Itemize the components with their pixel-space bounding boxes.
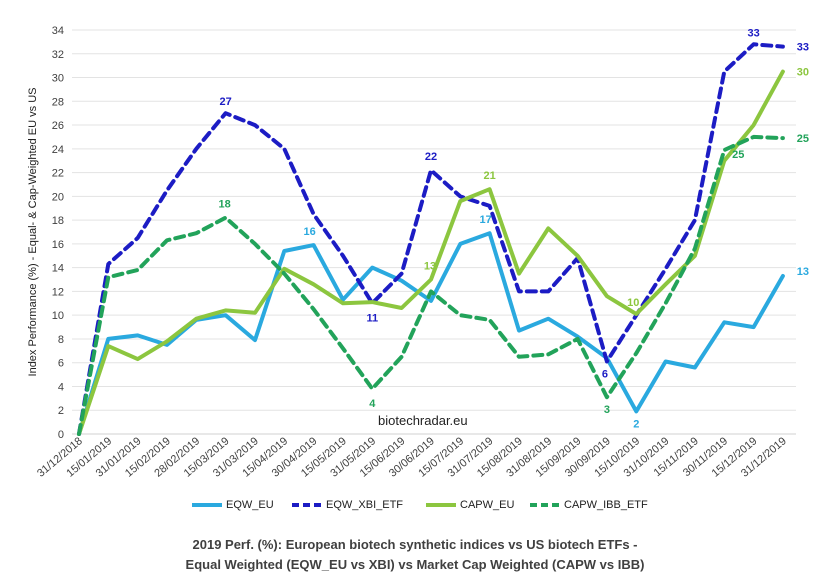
y-tick-label: 28: [52, 96, 64, 108]
legend-label: EQW_EU: [226, 499, 274, 511]
data-label: 6: [602, 369, 608, 381]
data-label: 16: [304, 226, 316, 238]
data-label: 22: [425, 151, 437, 163]
legend-item-capw-eu: CAPW_EU: [426, 496, 514, 514]
data-label: 21: [483, 170, 495, 182]
data-label: 18: [219, 199, 231, 211]
data-label: 33: [747, 27, 759, 39]
y-tick-label: 14: [52, 263, 64, 275]
y-tick-label: 24: [52, 144, 64, 156]
y-gridlines: [72, 29, 796, 411]
watermark-text: biotechradar.eu: [378, 413, 468, 428]
legend-label: EQW_XBI_ETF: [326, 499, 404, 511]
y-tick-label: 2: [58, 405, 64, 417]
series-line-capw-eu: [77, 69, 785, 436]
y-tick-label: 26: [52, 120, 64, 132]
chart-title-line-1: 2019 Perf. (%): European biotech synthet…: [192, 537, 638, 552]
y-tick-label: 22: [52, 168, 64, 180]
chart-title-line-2: Equal Weighted (EQW_EU vs XBI) vs Market…: [185, 557, 645, 572]
legend-item-capw-ibb: CAPW_IBB_ETF: [530, 496, 648, 514]
y-axis-label: Index Performance (%) - Equal- & Cap-Wei…: [27, 88, 39, 377]
y-tick-label: 0: [58, 429, 64, 441]
data-label: 2: [633, 418, 639, 430]
data-label: 30: [797, 67, 809, 79]
data-labels: 27 11 22 6 33 33 16 17 2 13 13 21 10 30 18 4 3 25 25: [219, 27, 810, 430]
y-tick-label: 30: [52, 73, 64, 85]
data-label: 25: [732, 149, 744, 161]
data-label: 3: [604, 404, 610, 416]
y-tick-label: 8: [58, 334, 64, 346]
legend-swatch: [426, 503, 456, 507]
y-tick-label: 32: [52, 49, 64, 61]
legend-item-eqw-xbi: EQW_XBI_ETF: [292, 496, 403, 514]
x-tick-labels: 31/12/201815/01/201931/01/201915/02/2019…: [35, 435, 789, 480]
data-label: 17: [479, 214, 491, 226]
y-tick-label: 34: [52, 25, 64, 37]
legend-item-eqw-eu: EQW_EU: [192, 496, 274, 514]
data-label: 10: [627, 297, 639, 309]
legend-swatch: [192, 503, 222, 507]
y-tick-label: 10: [52, 310, 64, 322]
data-label: 25: [797, 133, 809, 145]
y-tick-label: 4: [58, 381, 64, 393]
legend-label: CAPW_IBB_ETF: [564, 499, 648, 511]
data-label: 13: [797, 266, 809, 278]
y-tick-label: 20: [52, 191, 64, 203]
series-line-capw-ibb-etf: [77, 134, 785, 436]
data-label: 13: [424, 261, 436, 273]
series-lines: [77, 42, 785, 436]
series-line-eqw-xbi-etf: [77, 42, 785, 436]
y-tick-label: 12: [52, 286, 64, 298]
y-tick-label: 16: [52, 239, 64, 251]
y-tick-label: 18: [52, 215, 64, 227]
data-label: 11: [366, 312, 378, 324]
legend-label: CAPW_EU: [460, 499, 515, 511]
legend-swatch: [530, 503, 560, 507]
legend: EQW_EU EQW_XBI_ETF CAPW_EU CAPW_IBB_ETF: [192, 496, 672, 514]
y-tick-label: 6: [58, 358, 64, 370]
data-label: 27: [220, 96, 232, 108]
data-label: 33: [797, 42, 809, 54]
data-label: 4: [369, 398, 376, 410]
legend-swatch: [292, 503, 322, 507]
